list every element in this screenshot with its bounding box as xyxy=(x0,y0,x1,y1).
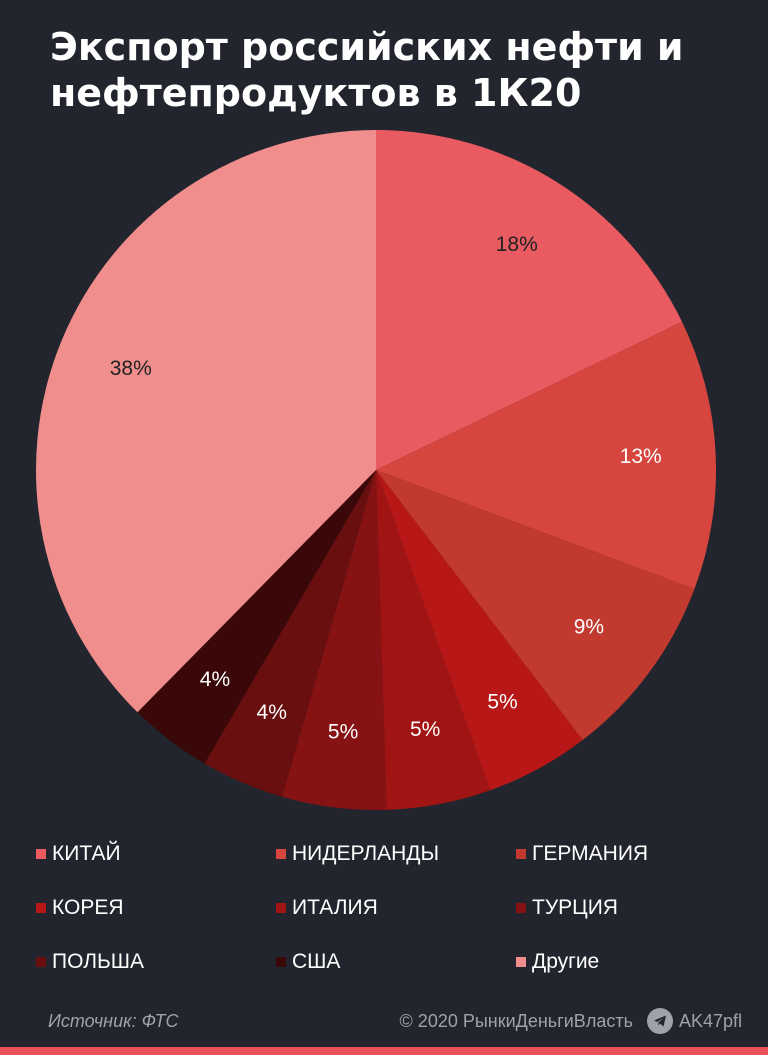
bottom-accent-bar xyxy=(0,1047,768,1055)
legend-item: США xyxy=(276,948,516,976)
legend-swatch xyxy=(36,957,46,967)
slice-label: 9% xyxy=(574,615,604,638)
copyright-text: © 2020 РынкиДеньгиВласть xyxy=(399,1010,633,1031)
slice-label: 4% xyxy=(257,701,287,724)
legend-label: КОРЕЯ xyxy=(52,896,124,919)
slice-label: 5% xyxy=(328,720,358,743)
legend-item: НИДЕРЛАНДЫ xyxy=(276,840,516,868)
source-text: Источник: ФТС xyxy=(48,1010,179,1031)
legend-label: ПОЛЬША xyxy=(52,950,145,973)
chart-title: Экспорт российских нефти и нефтепродукто… xyxy=(50,25,684,115)
slice-label: 4% xyxy=(200,668,230,691)
legend: КИТАЙ НИДЕРЛАНДЫ ГЕРМАНИЯ КОРЕЯ ИТАЛИЯ ТУРЦИЯ… xyxy=(36,840,736,976)
legend-item: КОРЕЯ xyxy=(36,894,276,922)
legend-item: КИТАЙ xyxy=(36,840,276,868)
legend-swatch xyxy=(276,849,286,859)
legend-swatch xyxy=(276,903,286,913)
legend-label: ГЕРМАНИЯ xyxy=(532,842,649,865)
pie-chart: 18% 13% 9% 5% 5% 5% 4% 4% 38% xyxy=(35,130,716,811)
legend-swatch xyxy=(276,957,286,967)
channel-name[interactable]: AK47pfl xyxy=(678,1010,742,1031)
slice-label: 13% xyxy=(620,445,662,468)
slice-label: 38% xyxy=(110,357,152,380)
pie-slice xyxy=(376,321,716,590)
legend-label: НИДЕРЛАНДЫ xyxy=(292,842,440,865)
footer: Источник: ФТС © 2020 РынкиДеньгиВласть A… xyxy=(48,1008,742,1034)
pie-slice xyxy=(282,470,387,811)
legend-swatch xyxy=(516,849,526,859)
legend-label: США xyxy=(292,950,341,973)
pie-slice xyxy=(137,470,376,764)
telegram-icon[interactable] xyxy=(646,1008,673,1034)
pie-slice xyxy=(35,130,377,713)
slice-label: 5% xyxy=(487,690,517,713)
legend-item: ТУРЦИЯ xyxy=(516,894,736,922)
legend-swatch xyxy=(516,957,526,967)
pie-slice xyxy=(376,470,583,791)
legend-swatch xyxy=(36,849,46,859)
pie-slice xyxy=(204,470,376,797)
legend-item: ГЕРМАНИЯ xyxy=(516,840,736,868)
slice-label: 5% xyxy=(410,718,440,741)
legend-swatch xyxy=(36,903,46,913)
pie-slice xyxy=(376,470,491,810)
legend-item: Другие xyxy=(516,948,736,976)
legend-item: ИТАЛИЯ xyxy=(276,894,516,922)
legend-label: ИТАЛИЯ xyxy=(292,896,378,919)
legend-label: Другие xyxy=(532,950,600,973)
legend-item: ПОЛЬША xyxy=(36,948,276,976)
pie-slice xyxy=(376,130,682,470)
pie-slice xyxy=(376,470,695,741)
slice-label: 18% xyxy=(496,233,538,256)
legend-label: ТУРЦИЯ xyxy=(532,896,618,919)
legend-label: КИТАЙ xyxy=(52,842,121,865)
legend-swatch xyxy=(516,903,526,913)
